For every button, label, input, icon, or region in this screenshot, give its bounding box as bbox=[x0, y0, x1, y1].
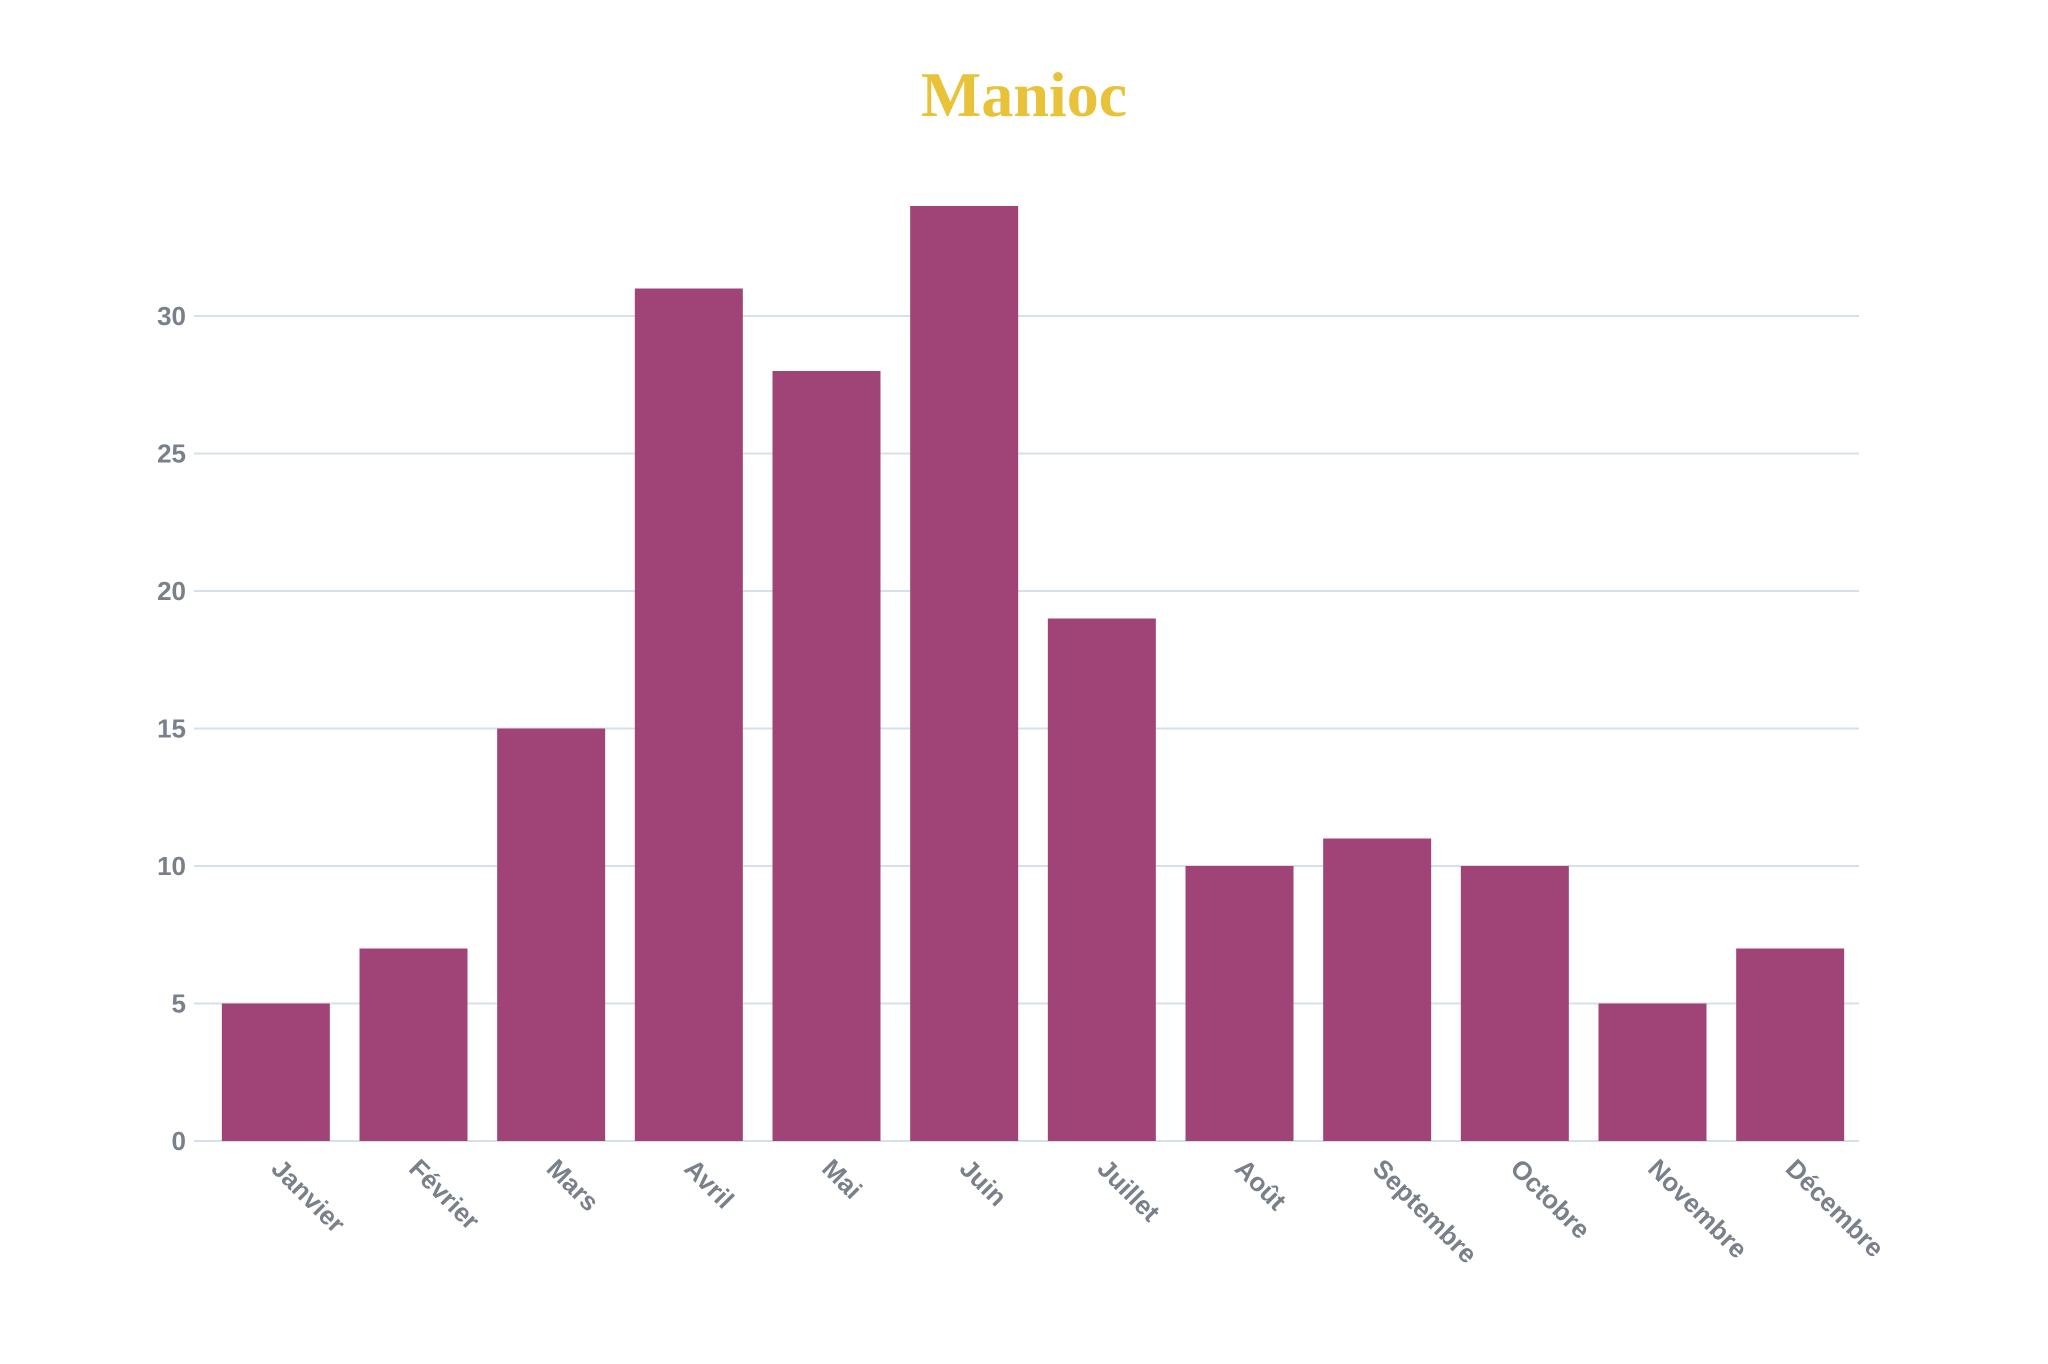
x-tick-label: Novembre bbox=[1642, 1153, 1753, 1264]
x-tick-label: Mai bbox=[816, 1153, 868, 1205]
x-tick-label: Décembre bbox=[1780, 1153, 1890, 1263]
y-tick-label: 20 bbox=[157, 576, 186, 606]
y-axis-ticks: 0 5 10 15 20 25 30 bbox=[157, 301, 186, 1156]
bar-2 bbox=[497, 728, 606, 1141]
bar-1 bbox=[359, 948, 468, 1141]
x-tick-label: Janvier bbox=[266, 1153, 352, 1239]
bar-9 bbox=[1460, 866, 1569, 1141]
x-tick-label: Août bbox=[1229, 1153, 1292, 1216]
bar-5 bbox=[910, 206, 1019, 1141]
x-tick-label: Mars bbox=[541, 1153, 605, 1217]
chart-title: Manioc bbox=[920, 59, 1128, 130]
bar-0 bbox=[221, 1003, 330, 1141]
bar-8 bbox=[1323, 838, 1432, 1141]
y-tick-label: 15 bbox=[157, 714, 186, 744]
x-tick-label: Février bbox=[403, 1153, 486, 1236]
y-tick-label: 25 bbox=[157, 439, 186, 469]
x-axis-labels: Janvier Février Mars Avril Mai Juin Juillet Aoû… bbox=[266, 1153, 1890, 1269]
y-tick-label: 0 bbox=[172, 1126, 186, 1156]
bar-3 bbox=[634, 288, 743, 1141]
y-tick-label: 10 bbox=[157, 851, 186, 881]
bars bbox=[221, 206, 1845, 1141]
x-tick-label: Juin bbox=[954, 1153, 1013, 1212]
bar-10 bbox=[1598, 1003, 1707, 1141]
bar-6 bbox=[1047, 618, 1156, 1141]
gridlines bbox=[194, 315, 1859, 1142]
bar-11 bbox=[1736, 948, 1845, 1141]
y-tick-label: 30 bbox=[157, 301, 186, 331]
x-tick-label: Juillet bbox=[1092, 1153, 1167, 1228]
bar-4 bbox=[772, 371, 881, 1141]
x-tick-label: Septembre bbox=[1367, 1153, 1483, 1269]
x-tick-label: Octobre bbox=[1505, 1153, 1597, 1245]
bar-7 bbox=[1185, 866, 1294, 1141]
x-tick-label: Avril bbox=[679, 1153, 740, 1214]
y-tick-label: 5 bbox=[172, 989, 186, 1019]
